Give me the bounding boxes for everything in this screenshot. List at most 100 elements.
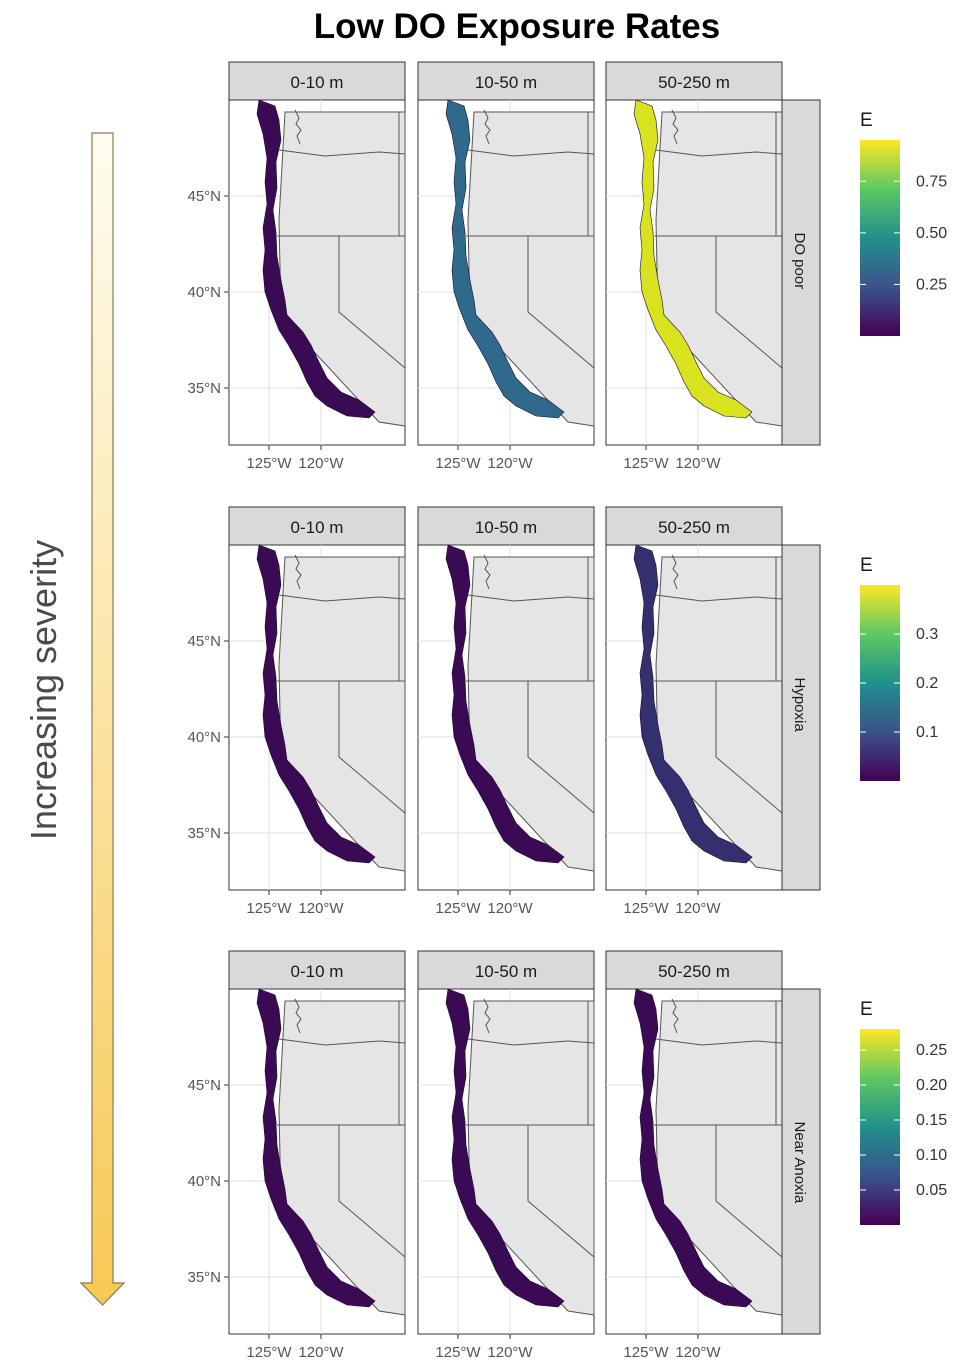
depth-strip-label: 0-10 m	[291, 962, 344, 981]
state-border	[338, 681, 406, 814]
depth-strip-label: 50-250 m	[658, 518, 730, 537]
state-border	[338, 1125, 406, 1258]
lon-tick-label: 120°W	[487, 1344, 533, 1361]
sound-outline	[671, 998, 679, 1034]
state-border	[715, 681, 783, 814]
state-border	[278, 594, 406, 602]
lon-tick-label: 120°W	[298, 455, 344, 472]
sound-outline	[483, 998, 491, 1034]
legend-tick-label: 0.25	[916, 1042, 947, 1059]
depth-strip-label: 0-10 m	[291, 73, 344, 92]
panel: 0-10 m 125°W 120°W	[228, 950, 406, 1361]
legend-tick-label: 0.75	[916, 173, 947, 190]
lon-tick-label: 120°W	[675, 455, 721, 472]
state-border	[655, 149, 783, 157]
depth-strip-label: 0-10 m	[291, 518, 344, 537]
panel: 50-250 m 125°W 120°W	[605, 950, 783, 1361]
lat-tick-label: 45°N	[187, 1077, 221, 1094]
lon-tick-label: 120°W	[675, 1344, 721, 1361]
exposure-area	[445, 99, 565, 419]
state-border	[467, 594, 595, 602]
sound-outline	[671, 109, 679, 145]
exposure-area	[445, 988, 565, 1308]
state-border	[527, 236, 595, 369]
severity-strip	[781, 99, 821, 446]
severity-strip	[781, 544, 821, 891]
depth-strip	[417, 950, 595, 990]
state-border	[655, 594, 783, 602]
depth-strip-label: 50-250 m	[658, 962, 730, 981]
legend-tick-label: 0.10	[916, 1147, 947, 1164]
lon-tick-label: 125°W	[246, 455, 292, 472]
legend-title: E	[860, 999, 873, 1020]
severity-strip-label: DO poor	[791, 233, 808, 290]
lat-tick-label: 40°N	[187, 284, 221, 301]
severity-strip-label: Near Anoxia	[791, 1122, 808, 1204]
lon-tick-label: 120°W	[487, 900, 533, 917]
lat-tick-label: 40°N	[187, 729, 221, 746]
lon-tick-label: 120°W	[298, 900, 344, 917]
lat-tick-label: 35°N	[187, 1269, 221, 1286]
lon-tick-label: 120°W	[487, 455, 533, 472]
state-border	[527, 1125, 595, 1258]
lon-tick-label: 125°W	[623, 455, 669, 472]
exposure-area	[633, 988, 753, 1308]
legend-tick-label: 0.20	[916, 1077, 947, 1094]
depth-strip	[605, 950, 783, 990]
lat-tick-label: 35°N	[187, 380, 221, 397]
state-border	[715, 1125, 783, 1258]
sound-outline	[294, 998, 302, 1034]
exposure-area	[256, 99, 376, 419]
panel: 10-50 m 125°W 120°W	[417, 61, 595, 472]
lat-tick-label: 40°N	[187, 1173, 221, 1190]
exposure-area	[445, 544, 565, 864]
legend-colorbar	[860, 140, 900, 336]
legend-tick-label: 0.15	[916, 1112, 947, 1129]
depth-strip-label: 10-50 m	[475, 962, 537, 981]
state-border	[655, 1038, 783, 1046]
lon-tick-label: 120°W	[675, 900, 721, 917]
depth-strip	[417, 506, 595, 546]
depth-strip	[228, 950, 406, 990]
legend-tick-label: 0.25	[916, 276, 947, 293]
lon-tick-label: 125°W	[623, 900, 669, 917]
state-border	[278, 149, 406, 157]
depth-strip	[228, 506, 406, 546]
sound-outline	[483, 554, 491, 590]
exposure-area	[633, 544, 753, 864]
depth-strip-label: 10-50 m	[475, 518, 537, 537]
state-border	[467, 149, 595, 157]
severity-strip	[781, 988, 821, 1335]
state-border	[527, 681, 595, 814]
lon-tick-label: 125°W	[435, 455, 481, 472]
depth-strip	[605, 61, 783, 101]
legend-title: E	[860, 555, 873, 576]
state-border	[278, 1038, 406, 1046]
lat-tick-label: 45°N	[187, 188, 221, 205]
exposure-area	[256, 544, 376, 864]
sound-outline	[294, 109, 302, 145]
lon-tick-label: 125°W	[246, 900, 292, 917]
legend-tick-label: 0.05	[916, 1182, 947, 1199]
legend-colorbar	[860, 585, 900, 781]
lon-tick-label: 120°W	[298, 1344, 344, 1361]
exposure-area	[256, 988, 376, 1308]
legend-tick-label: 0.1	[916, 724, 938, 741]
lat-tick-label: 35°N	[187, 825, 221, 842]
sound-outline	[671, 554, 679, 590]
lon-tick-label: 125°W	[623, 1344, 669, 1361]
panel: 50-250 m 125°W 120°W	[605, 61, 783, 472]
depth-strip-label: 50-250 m	[658, 73, 730, 92]
legend-tick-label: 0.2	[916, 675, 938, 692]
lat-tick-label: 45°N	[187, 633, 221, 650]
exposure-area	[633, 99, 753, 419]
depth-strip	[228, 61, 406, 101]
figure-title: Low DO Exposure Rates	[314, 7, 720, 46]
panel: 10-50 m 125°W 120°W	[417, 506, 595, 917]
severity-strip-label: Hypoxia	[791, 678, 808, 733]
